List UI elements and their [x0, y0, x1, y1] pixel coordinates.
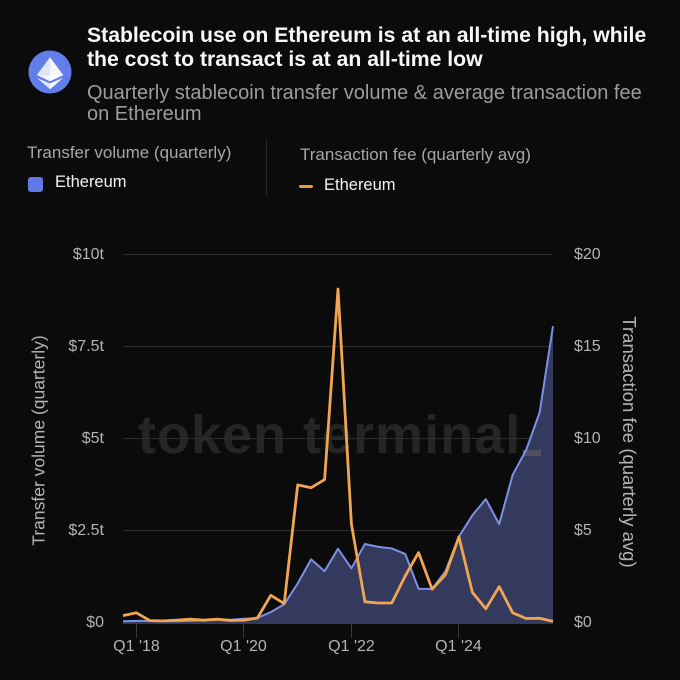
svg-text:Q1 '22: Q1 '22 [328, 638, 375, 655]
svg-text:Q1 '20: Q1 '20 [220, 638, 267, 655]
svg-text:Transaction fee (quarterly avg: Transaction fee (quarterly avg) [619, 316, 640, 567]
svg-text:$5: $5 [574, 522, 592, 539]
svg-text:$5t: $5t [82, 430, 105, 447]
svg-text:$20: $20 [574, 246, 601, 263]
svg-text:$10t: $10t [73, 246, 105, 263]
svg-text:Q1 '24: Q1 '24 [435, 638, 482, 655]
svg-text:Q1 '18: Q1 '18 [113, 638, 160, 655]
svg-text:$15: $15 [574, 338, 601, 355]
svg-text:$0: $0 [574, 614, 592, 631]
svg-text:$2.5t: $2.5t [68, 522, 104, 539]
svg-text:$7.5t: $7.5t [68, 338, 104, 355]
svg-text:$10: $10 [574, 430, 601, 447]
svg-text:Transfer volume (quarterly): Transfer volume (quarterly) [29, 335, 49, 545]
svg-text:$0: $0 [86, 614, 104, 631]
